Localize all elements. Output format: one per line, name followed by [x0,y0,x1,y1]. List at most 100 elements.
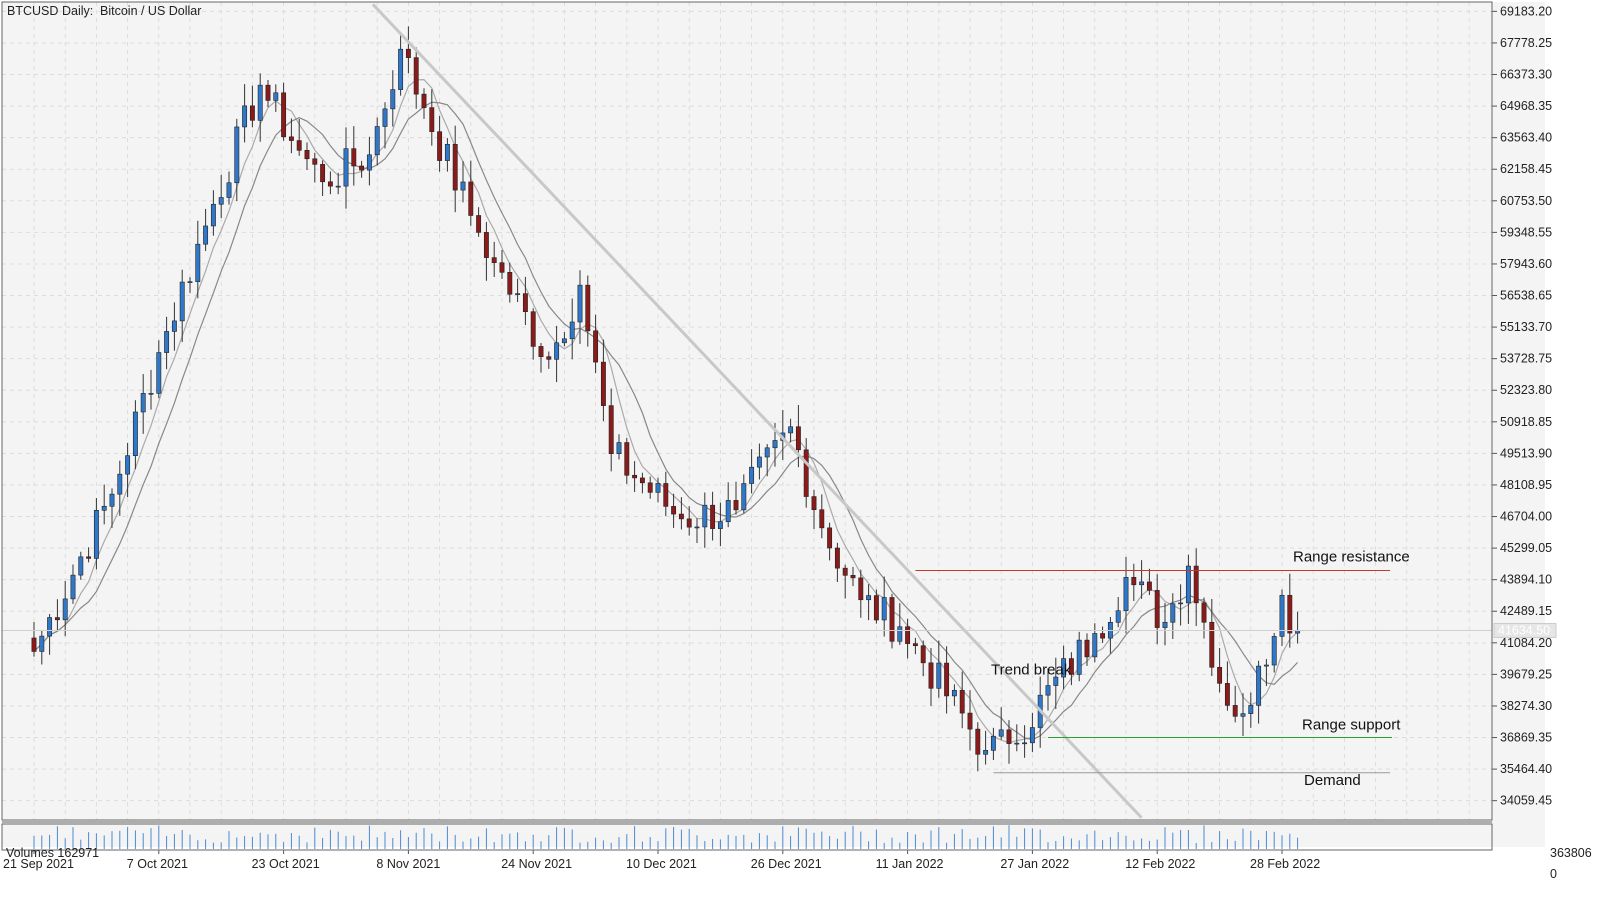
candle-bull [1178,602,1184,605]
y-tick-label: 43894.10 [1500,573,1552,587]
volume-bars [33,825,1299,849]
candle-bear [944,662,950,697]
candle-bear [1209,621,1215,668]
candle-bull [47,617,53,637]
candle-bull [374,126,380,156]
candle-bear [1232,705,1238,717]
x-tick-label: 26 Dec 2021 [751,857,822,871]
candle-bull [1053,676,1059,686]
candle-bull [164,331,170,353]
x-tick-label: 7 Oct 2021 [127,857,188,871]
candle-bull [366,154,372,171]
candle-bull [788,426,794,434]
candle-bull [772,440,778,449]
candle-bear [663,483,669,507]
candle-bull [881,597,887,621]
y-tick-label: 60753.50 [1500,194,1552,208]
x-tick-label: 24 Nov 2021 [501,857,572,871]
candle-bear [1201,602,1207,623]
y-tick-label: 56538.65 [1500,289,1552,303]
candle-bear [421,93,427,108]
y-tick-label: 55133.70 [1500,320,1552,334]
volume-scale-top: 363806 [1550,846,1592,860]
candle-bear [671,506,677,515]
candle-bear [975,728,981,755]
candle-bear [351,148,357,167]
candle-bull [156,352,162,394]
candle-bear [405,48,411,58]
ma-slow-line [33,101,1299,741]
candle-bear [928,662,934,689]
y-tick-label: 34059.45 [1500,794,1552,808]
candle-bear [1084,639,1090,658]
overlays: Range resistance Range support Demand Trend… [2,3,1557,819]
candle-bull [998,729,1004,737]
candle-bull [382,108,388,127]
candle-bull [210,203,216,227]
chart-header-symbol: BTCUSD [7,4,58,18]
candle-bear [795,426,801,451]
candle-bear [468,181,474,216]
candle-bull [1139,581,1145,586]
candle-bull [444,144,450,161]
candle-bear [546,356,552,360]
candle-bull [756,456,762,468]
candle-bull [398,48,404,90]
candle-bull [1123,576,1129,612]
current-price-label: 41634.50 [1498,623,1550,637]
candle-bull [203,225,209,245]
candle-bull [343,148,349,187]
candle-bear [850,575,856,579]
y-tick-label: 59348.55 [1500,225,1552,239]
volume-label: Volumes 162971 [6,846,99,860]
candle-bear [429,107,435,132]
y-tick-label: 35464.40 [1500,762,1552,776]
candle-bear [1006,729,1012,744]
y-tick-label: 42489.15 [1500,604,1552,618]
chart-header-description: Bitcoin / US Dollar [100,4,201,18]
candle-bear [632,474,638,479]
candle-bull [109,493,115,507]
candle-bull [1014,742,1020,745]
candle-bull [179,281,185,322]
candle-bear [1154,590,1160,628]
candle-bear [249,105,255,121]
candle-bear [1224,683,1230,706]
x-tick-label: 27 Jan 2022 [1000,857,1069,871]
plot-frame [1,1,1493,821]
candle-bull [741,483,747,511]
candle-bull [125,455,131,475]
candle-bear [86,556,92,559]
y-tick-label: 45299.05 [1500,541,1552,555]
candle-bull [1045,685,1051,696]
current-price-badge [1493,622,1557,638]
candle-bear [1287,594,1293,634]
candle-bear [593,330,599,363]
candle-bull [1279,594,1285,637]
candle-bear [647,482,653,493]
candle-bull [694,526,700,529]
candle-bear [959,690,965,714]
candle-bull [140,393,146,413]
candle-bull [62,598,68,621]
candle-bear [967,712,973,730]
candle-bull [983,750,989,755]
candle-bear [304,150,310,160]
candle-bear [710,504,716,529]
candle-bear [437,131,443,161]
candle-bull [1263,664,1269,667]
candle-bear [54,617,60,621]
y-tick-label: 38274.30 [1500,699,1552,713]
candle-bull [764,447,770,458]
chart-header-timeframe: Daily: [62,4,93,18]
volume-scale-bottom: 0 [1550,867,1557,881]
candle-bear [265,84,271,101]
y-tick-label: 62158.45 [1500,162,1552,176]
candle-bull [561,338,567,344]
candle-bear [889,597,895,642]
candle-bull [1029,727,1035,744]
x-tick-label: 11 Jan 2022 [876,857,944,871]
candle-bull [132,411,138,456]
candle-bull [1022,742,1028,745]
candle-bull [70,574,76,600]
